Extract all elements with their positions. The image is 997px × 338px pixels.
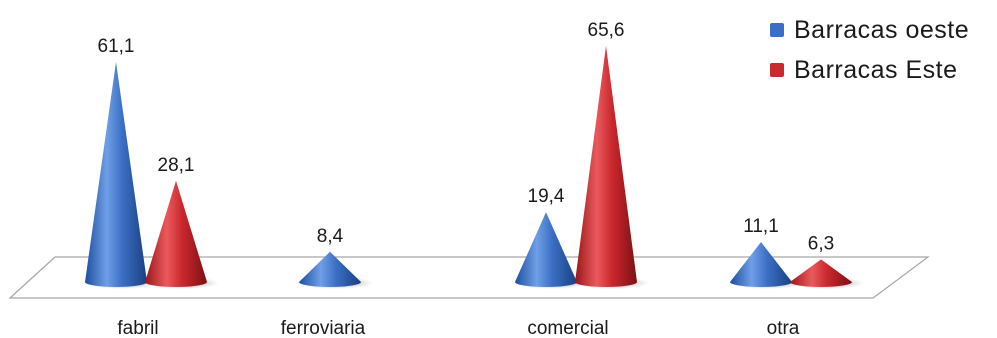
cone-este-comercial <box>575 45 637 287</box>
chart-floor <box>8 256 930 299</box>
value-label-oeste-comercial: 19,4 <box>528 186 565 207</box>
cone-oeste-fabril <box>85 62 147 287</box>
cone-oeste-ferroviaria <box>299 251 361 287</box>
value-label-oeste-ferroviaria: 8,4 <box>317 226 344 247</box>
cone-este-otra <box>790 259 852 287</box>
category-label-comercial: comercial <box>527 318 608 338</box>
legend-item-series-2: Barracas Este <box>770 50 969 90</box>
legend: Barracas oeste Barracas Este <box>770 10 969 90</box>
value-label-este-comercial: 65,6 <box>588 20 625 41</box>
cone-oeste-comercial <box>515 212 577 287</box>
category-label-otra: otra <box>767 318 800 338</box>
legend-swatch-series-1 <box>770 23 784 37</box>
legend-label-series-1: Barracas oeste <box>794 15 970 44</box>
legend-swatch-series-2 <box>770 63 784 77</box>
value-label-este-fabril: 28,1 <box>158 155 195 176</box>
legend-label-series-2: Barracas Este <box>794 55 958 84</box>
category-label-fabril: fabril <box>117 318 158 338</box>
legend-item-series-1: Barracas oeste <box>770 10 969 50</box>
cone-este-fabril <box>145 180 207 287</box>
cone-oeste-otra <box>730 242 792 287</box>
value-label-este-otra: 6,3 <box>808 233 834 254</box>
value-label-oeste-fabril: 61,1 <box>98 36 135 57</box>
category-label-ferroviaria: ferroviaria <box>281 318 366 338</box>
value-label-oeste-otra: 11,1 <box>743 216 779 237</box>
